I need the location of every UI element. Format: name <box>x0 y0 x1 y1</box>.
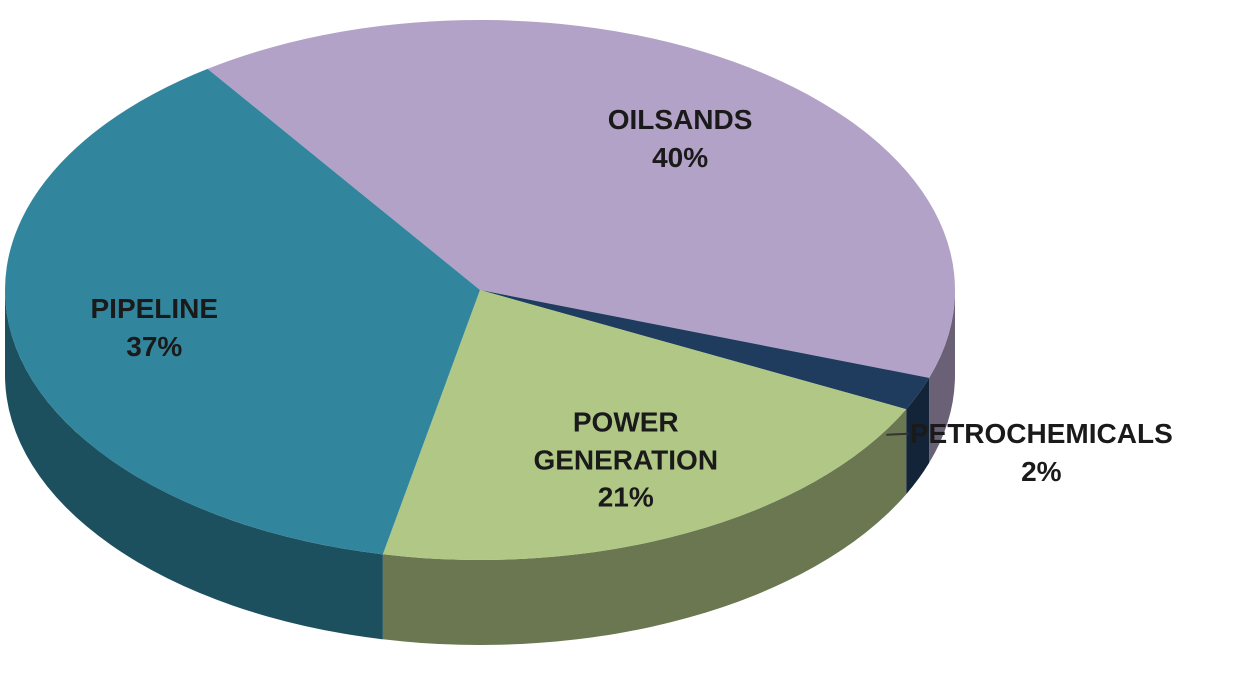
slice-side <box>906 377 930 495</box>
value-label: 21% <box>597 481 654 513</box>
data-label: PETROCHEMICALS 2% <box>910 415 1173 491</box>
slice <box>382 290 907 560</box>
leader-line <box>886 432 909 436</box>
slice-side <box>382 409 907 645</box>
data-label: OILSANDS 40% <box>608 101 753 177</box>
category-label: PETROCHEMICALS <box>909 418 1173 449</box>
category-label: PIPELINE <box>90 293 219 325</box>
slice-side <box>929 290 955 463</box>
category-label: POWER GENERATION <box>533 406 719 475</box>
value-label: 2% <box>1021 455 1062 487</box>
slice-side <box>5 290 383 640</box>
slice <box>207 20 955 378</box>
data-label: POWER GENERATION 21% <box>533 403 718 516</box>
category-label: OILSANDS <box>607 104 753 136</box>
value-label: 37% <box>126 331 183 362</box>
value-label: 40% <box>652 142 709 174</box>
data-label: PIPELINE 37% <box>90 290 218 366</box>
slice <box>5 68 480 555</box>
slice <box>480 290 930 410</box>
